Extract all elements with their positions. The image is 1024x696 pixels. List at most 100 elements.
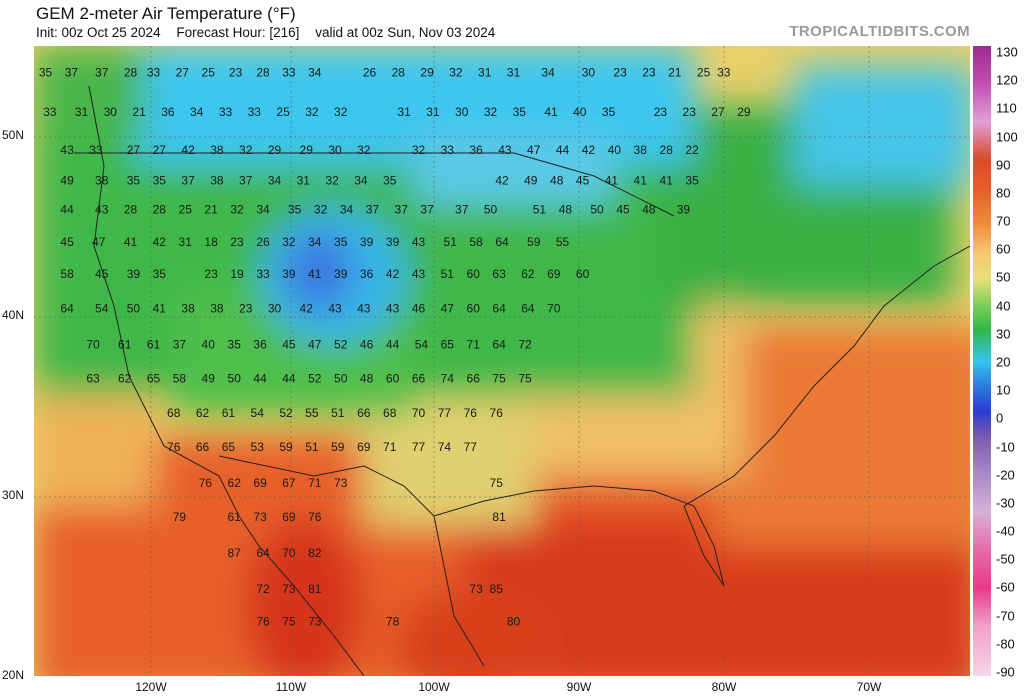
temperature-value: 52 bbox=[308, 372, 322, 386]
temperature-value: 26 bbox=[363, 66, 377, 80]
temperature-value: 75 bbox=[518, 372, 532, 386]
temperature-value: 39 bbox=[127, 267, 141, 281]
temperature-value: 51 bbox=[331, 406, 345, 420]
temperature-value: 60 bbox=[576, 267, 590, 281]
temperature-value: 70 bbox=[547, 301, 561, 315]
temperature-value: 62 bbox=[118, 372, 132, 386]
temperature-value: 50 bbox=[334, 372, 348, 386]
lon-label-90w: 90W bbox=[566, 680, 592, 694]
temperature-value: 36 bbox=[469, 143, 483, 157]
colorbar-tick: -40 bbox=[996, 523, 1015, 539]
temperature-value: 34 bbox=[354, 174, 368, 188]
temperature-value: 60 bbox=[467, 301, 481, 315]
temperature-value: 77 bbox=[438, 406, 452, 420]
temperature-value: 76 bbox=[199, 476, 213, 490]
temperature-value: 70 bbox=[412, 406, 426, 420]
temperature-value: 37 bbox=[420, 202, 434, 216]
colorbar-tick: -90 bbox=[996, 664, 1015, 680]
temperature-value: 27 bbox=[127, 143, 141, 157]
temperature-value: 21 bbox=[204, 202, 218, 216]
temperature-value: 30 bbox=[268, 301, 282, 315]
temperature-value: 37 bbox=[455, 202, 469, 216]
temperature-value: 33 bbox=[43, 105, 57, 119]
lon-label-120w: 120W bbox=[135, 680, 167, 694]
temperature-value: 40 bbox=[573, 105, 587, 119]
temperature-value: 37 bbox=[95, 66, 109, 80]
lat-label-30n: 30N bbox=[2, 488, 25, 502]
temperature-value: 51 bbox=[305, 440, 319, 454]
colorbar bbox=[973, 46, 991, 676]
temperature-value: 39 bbox=[360, 235, 374, 249]
temperature-value: 41 bbox=[153, 301, 167, 315]
temperature-value: 64 bbox=[60, 301, 74, 315]
colorbar-tick: 70 bbox=[996, 213, 1011, 229]
temperature-value: 28 bbox=[153, 202, 167, 216]
temperature-value: 32 bbox=[305, 105, 319, 119]
temperature-value: 22 bbox=[685, 143, 699, 157]
temperature-value: 68 bbox=[167, 406, 181, 420]
temperature-value: 32 bbox=[230, 202, 244, 216]
temperature-value: 85 bbox=[490, 582, 504, 596]
temperature-value: 62 bbox=[228, 476, 242, 490]
colorbar-tick: 20 bbox=[996, 354, 1011, 370]
temperature-value: 46 bbox=[412, 301, 426, 315]
temperature-value: 54 bbox=[95, 301, 109, 315]
temperature-value: 42 bbox=[153, 235, 167, 249]
temperature-labels: 35 37 37 28 33 27 25 23 28 33 34 26 28 29 32 31 31 34 30 23… bbox=[39, 66, 751, 629]
temperature-value: 38 bbox=[210, 301, 224, 315]
temperature-value: 62 bbox=[521, 267, 535, 281]
temperature-value: 70 bbox=[282, 546, 296, 560]
temperature-value: 44 bbox=[386, 337, 400, 351]
colorbar-tick: 80 bbox=[996, 185, 1011, 201]
temperature-value: 69 bbox=[253, 476, 267, 490]
temperature-value: 23 bbox=[613, 66, 627, 80]
temperature-value: 54 bbox=[415, 337, 429, 351]
forecast-hour: Forecast Hour: [216] bbox=[176, 25, 300, 40]
temperature-value: 32 bbox=[449, 66, 463, 80]
temperature-value: 51 bbox=[441, 267, 455, 281]
temperature-value: 47 bbox=[527, 143, 541, 157]
temperature-value: 73 bbox=[334, 476, 348, 490]
temperature-value: 44 bbox=[556, 143, 570, 157]
temperature-value: 27 bbox=[176, 66, 190, 80]
temperature-value: 23 bbox=[230, 235, 244, 249]
colorbar-tick: -30 bbox=[996, 495, 1015, 511]
temperature-value: 29 bbox=[737, 105, 751, 119]
temperature-value: 18 bbox=[204, 235, 218, 249]
temperature-value: 28 bbox=[124, 202, 138, 216]
colorbar-tick: -80 bbox=[996, 636, 1015, 652]
temperature-value: 45 bbox=[282, 337, 296, 351]
temperature-value: 35 bbox=[39, 66, 53, 80]
colorbar-tick: 40 bbox=[996, 298, 1011, 314]
temperature-value: 58 bbox=[173, 372, 187, 386]
colorbar-tick: 10 bbox=[996, 382, 1011, 398]
temperature-value: 32 bbox=[314, 202, 328, 216]
temperature-value: 59 bbox=[527, 235, 541, 249]
init-time: Init: 00z Oct 25 2024 bbox=[36, 25, 161, 40]
temperature-value: 50 bbox=[127, 301, 141, 315]
temperature-value: 50 bbox=[484, 202, 498, 216]
temperature-value: 68 bbox=[383, 406, 397, 420]
temperature-value: 49 bbox=[524, 174, 538, 188]
colorbar-tick: 130 bbox=[996, 44, 1018, 60]
temperature-value: 31 bbox=[426, 105, 440, 119]
temperature-value: 31 bbox=[75, 105, 89, 119]
temperature-value: 21 bbox=[668, 66, 682, 80]
temperature-value: 28 bbox=[124, 66, 138, 80]
temperature-value: 38 bbox=[210, 143, 224, 157]
temperature-value: 25 bbox=[179, 202, 193, 216]
page-title: GEM 2-meter Air Temperature (°F) bbox=[36, 4, 296, 23]
temperature-value: 72 bbox=[518, 337, 532, 351]
temperature-value: 63 bbox=[492, 267, 506, 281]
temperature-value: 32 bbox=[357, 143, 371, 157]
temperature-value: 33 bbox=[256, 267, 270, 281]
temperature-value: 54 bbox=[251, 406, 265, 420]
temperature-value: 42 bbox=[300, 301, 314, 315]
temperature-value: 28 bbox=[256, 66, 270, 80]
temperature-value: 49 bbox=[202, 372, 216, 386]
temperature-value: 25 bbox=[202, 66, 216, 80]
temperature-value: 71 bbox=[383, 440, 397, 454]
temperature-value: 74 bbox=[441, 372, 455, 386]
temperature-value: 27 bbox=[711, 105, 725, 119]
temperature-value: 45 bbox=[95, 267, 109, 281]
